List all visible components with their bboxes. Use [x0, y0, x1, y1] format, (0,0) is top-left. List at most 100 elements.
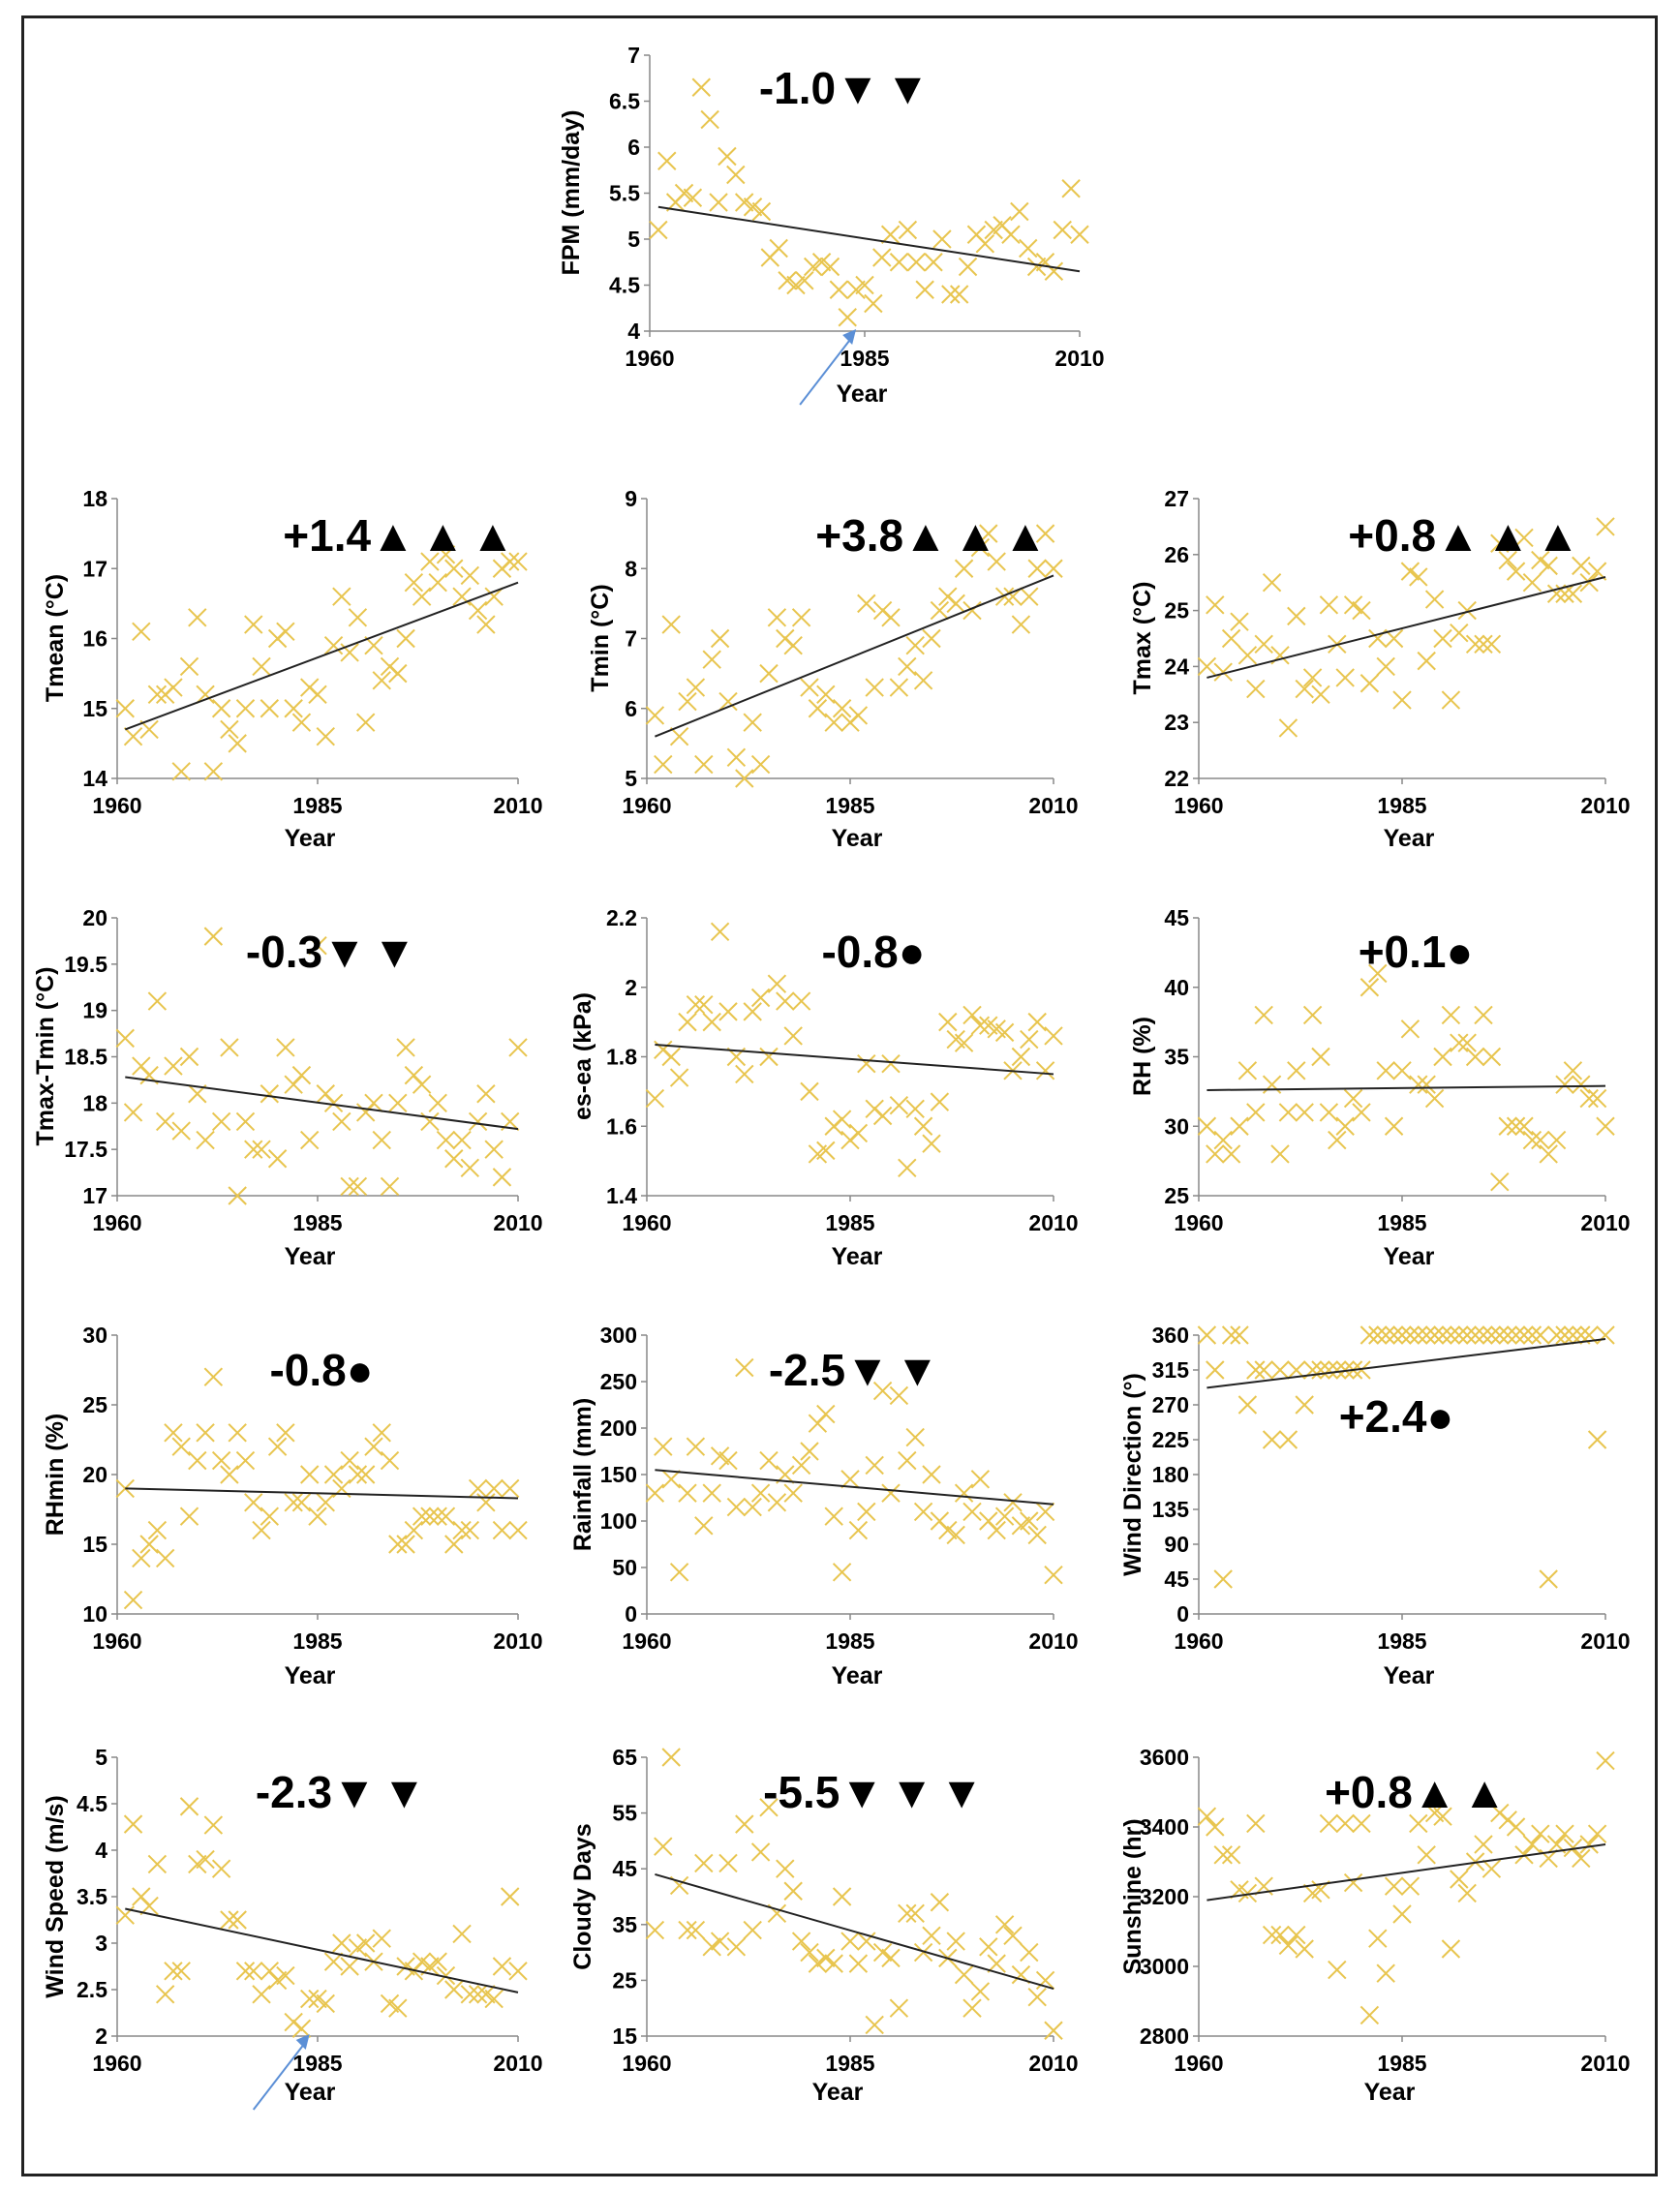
data-point [203, 927, 224, 946]
data-point [840, 1932, 860, 1951]
data-point [750, 754, 771, 775]
data-point [880, 225, 901, 244]
data-point [284, 2012, 303, 2032]
data-point [769, 238, 788, 259]
data-point [694, 754, 714, 775]
y-tick-label: 3400 [1140, 1814, 1189, 1840]
data-point [800, 678, 819, 697]
data-point [252, 1140, 271, 1159]
data-point [380, 1450, 400, 1471]
data-point [1206, 1817, 1225, 1837]
data-point [1328, 1130, 1347, 1150]
trend-line [125, 1076, 519, 1131]
data-point [1027, 1987, 1047, 2007]
data-point [284, 1493, 303, 1512]
x-axis-label: Year [285, 1662, 336, 1689]
data-point [1044, 2021, 1063, 2040]
data-point [1270, 1360, 1290, 1380]
data-point [1359, 2005, 1380, 2025]
data-point [938, 1012, 958, 1032]
y-tick-label: 25 [1164, 1183, 1189, 1208]
data-point [404, 1520, 424, 1540]
y-tick-label: 45 [612, 1856, 637, 1881]
data-point [1287, 606, 1306, 626]
y-tick-label: 35 [1164, 1045, 1189, 1070]
trend-value: +1.4 [283, 510, 371, 561]
data-point [291, 1493, 312, 1512]
data-point [848, 1520, 869, 1540]
trend-line [1207, 1338, 1606, 1389]
data-point [1481, 1859, 1502, 1878]
data-point [123, 1814, 143, 1834]
data-point [196, 1423, 215, 1443]
data-point [865, 678, 884, 697]
data-point [1278, 1103, 1298, 1122]
data-point [1400, 1876, 1420, 1896]
y-tick-label: 2 [625, 975, 637, 1000]
data-point [678, 1012, 697, 1032]
trend-value: -1.0 [759, 63, 836, 113]
data-point [1579, 1835, 1599, 1854]
data-point [1563, 1838, 1583, 1858]
data-point [492, 1520, 512, 1540]
y-tick-label: 15 [82, 1532, 107, 1557]
y-tick-label: 6 [627, 135, 640, 160]
trend-value: +2.4 [1339, 1391, 1427, 1442]
data-point [276, 1965, 295, 1986]
data-point [987, 552, 1006, 571]
data-point [1409, 1325, 1428, 1345]
data-point [930, 1092, 950, 1111]
data-point [1352, 1103, 1371, 1122]
data-point [832, 699, 852, 718]
data-point [808, 1954, 828, 1973]
data-point [1311, 1360, 1330, 1380]
data-point [1359, 978, 1380, 997]
data-point [1457, 1325, 1477, 1345]
y-tick-label: 17 [82, 556, 107, 581]
data-point [1302, 1005, 1323, 1025]
y-tick-label: 19.5 [64, 952, 107, 977]
data-point [751, 201, 772, 222]
y-tick-label: 40 [1164, 975, 1189, 1000]
data-point [857, 1932, 876, 1951]
x-tick-label: 1985 [292, 1210, 342, 1235]
data-point [743, 1002, 762, 1021]
data-point [179, 1047, 199, 1067]
y-tick-label: 27 [1164, 486, 1189, 511]
data-point [932, 229, 952, 249]
data-point [1237, 1395, 1258, 1415]
data-point [913, 671, 933, 690]
data-point [1572, 556, 1591, 576]
data-point [1376, 656, 1395, 677]
data-point [1481, 1325, 1502, 1345]
data-point [1070, 225, 1089, 244]
data-point [1587, 1430, 1607, 1449]
data-point [783, 636, 803, 655]
y-tick-label: 250 [600, 1369, 637, 1394]
data-point [1319, 595, 1339, 615]
data-point [791, 1455, 811, 1476]
y-tick-label: 3.5 [76, 1884, 107, 1909]
data-point [348, 1465, 368, 1484]
data-point [1498, 1325, 1517, 1345]
data-point [164, 1423, 183, 1443]
data-point [820, 257, 840, 277]
data-point [1531, 550, 1550, 570]
data-point [1572, 1075, 1591, 1094]
data-point [1230, 1325, 1249, 1345]
y-tick-label: 200 [600, 1415, 637, 1441]
data-point [710, 1932, 730, 1951]
y-axis-label: FPM (mm/day) [558, 110, 585, 276]
data-point [1514, 528, 1534, 548]
data-point [1450, 1870, 1469, 1889]
data-point [1424, 1088, 1445, 1109]
data-point [1457, 1883, 1477, 1903]
data-point [1417, 1325, 1436, 1345]
x-tick-label: 1985 [825, 1628, 874, 1654]
y-tick-label: 4.5 [76, 1791, 107, 1816]
data-point [1417, 651, 1436, 671]
data-point [1270, 1144, 1290, 1164]
data-point [1506, 562, 1526, 581]
trend-significance-symbols: ● [1427, 1391, 1460, 1442]
x-tick-label: 1985 [1377, 2051, 1426, 2076]
